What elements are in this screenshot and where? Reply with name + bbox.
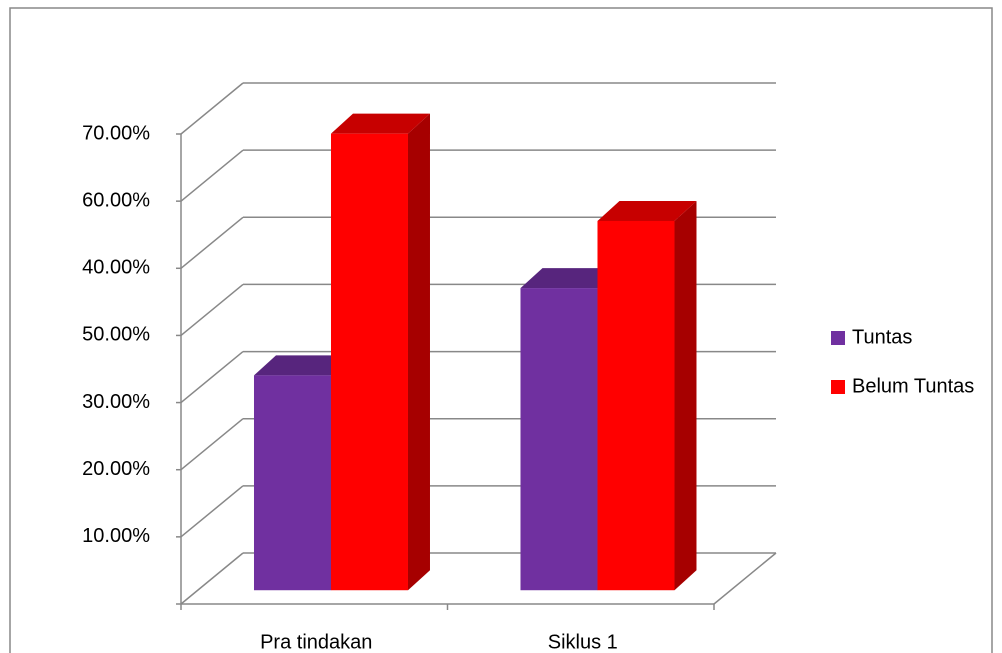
grid-line (180, 149, 244, 202)
chart-border (9, 7, 993, 653)
x-tick-label: Pra tindakan (260, 631, 372, 653)
grid-line (180, 350, 244, 404)
bar-top (520, 268, 620, 289)
bar (597, 220, 675, 591)
bar (253, 375, 331, 591)
y-tick-label: 40.00% (82, 257, 150, 279)
legend-swatch (831, 380, 845, 394)
legend-label: Tuntas (852, 326, 912, 348)
grid-line (180, 485, 244, 538)
bar (520, 288, 598, 591)
grid-line (180, 552, 244, 605)
y-tick-label: 20.00% (82, 458, 150, 480)
grid-line (180, 82, 244, 135)
legend-swatch (831, 331, 845, 345)
bar-top (597, 200, 697, 221)
bar (330, 133, 408, 591)
bar-top (253, 355, 353, 376)
bar-side (674, 200, 697, 591)
grid-line (180, 216, 244, 269)
grid-line (180, 418, 244, 471)
y-tick-label: 50.00% (82, 324, 150, 346)
y-tick-label: 30.00% (82, 391, 150, 413)
x-tick-label: Siklus 1 (548, 631, 618, 653)
y-tick-label: 10.00% (82, 525, 150, 547)
grid-line (180, 283, 244, 337)
y-tick-label: 60.00% (82, 189, 150, 211)
legend-label: Belum Tuntas (852, 375, 974, 397)
y-tick-label: 70.00% (82, 122, 150, 144)
bar-top (330, 113, 430, 134)
floor-edge (713, 552, 777, 605)
bar-side (407, 113, 430, 591)
